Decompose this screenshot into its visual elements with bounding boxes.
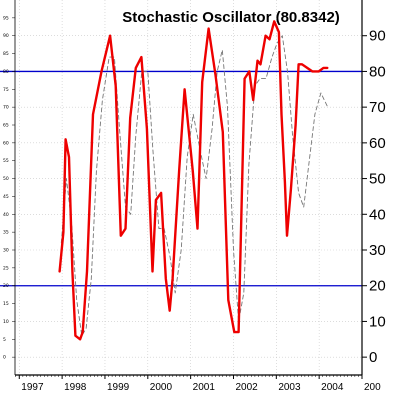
x-tick-label: 2001 xyxy=(193,382,216,393)
y-tick-label-left: 40 xyxy=(3,212,9,218)
y-tick-label: 30 xyxy=(369,242,386,259)
y-tick-label-left: 45 xyxy=(3,194,9,200)
y-tick-label-left: 55 xyxy=(3,158,9,164)
y-tick-label-left: 60 xyxy=(3,140,9,146)
y-tick-label: 80 xyxy=(369,63,386,80)
y-tick-label-left: 35 xyxy=(3,230,9,236)
y-tick-label-left: 5 xyxy=(3,337,6,343)
x-tick-label: 200 xyxy=(364,382,381,393)
x-tick-label: 2003 xyxy=(278,382,301,393)
y-tick-label-left: 50 xyxy=(3,176,9,182)
y-tick-label-left: 65 xyxy=(3,123,9,129)
y-tick-label-left: 25 xyxy=(3,265,9,271)
y-tick-label: 40 xyxy=(369,206,386,223)
x-axis-ticks: 1997 1998 1999 2000 2001 2002 2003 2004 200 xyxy=(15,375,381,393)
x-tick-label: 1999 xyxy=(107,382,130,393)
x-tick-label: 1997 xyxy=(21,382,44,393)
x-tick-label: 2002 xyxy=(235,382,258,393)
x-tick-label: 2000 xyxy=(150,382,173,393)
y-tick-label-left: 85 xyxy=(3,51,9,57)
y-tick-label-left: 10 xyxy=(3,319,9,325)
y-tick-label: 20 xyxy=(369,278,386,295)
y-axis-ticks: 0 10 20 30 40 50 60 70 80 90 0 5 10 15 20 25 30 35 40 45 50 5… xyxy=(3,15,386,366)
series-lines xyxy=(58,20,329,341)
y-tick-label: 0 xyxy=(369,349,377,366)
x-tick-label: 1998 xyxy=(64,382,87,393)
y-tick-label-left: 20 xyxy=(3,283,9,289)
chart-title: Stochastic Oscillator (80.8342) xyxy=(122,9,340,26)
y-tick-label-left: 70 xyxy=(3,105,9,111)
y-tick-label: 60 xyxy=(369,135,386,152)
y-tick-label: 10 xyxy=(369,313,386,330)
y-tick-label: 90 xyxy=(369,28,386,45)
x-tick-label: 2004 xyxy=(321,382,344,393)
y-tick-label: 70 xyxy=(369,99,386,116)
y-tick-label-left: 15 xyxy=(3,301,9,307)
y-tick-label-left: 0 xyxy=(3,355,6,361)
y-tick-label-left: 80 xyxy=(3,69,9,75)
y-tick-label-left: 75 xyxy=(3,87,9,93)
y-tick-label-left: 95 xyxy=(3,15,9,21)
y-tick-label-left: 30 xyxy=(3,248,9,254)
signal-line xyxy=(60,35,329,337)
stochastic-line xyxy=(58,20,329,341)
y-tick-label: 50 xyxy=(369,171,386,188)
reference-lines xyxy=(0,70,362,287)
y-tick-label-left: 90 xyxy=(3,33,9,39)
